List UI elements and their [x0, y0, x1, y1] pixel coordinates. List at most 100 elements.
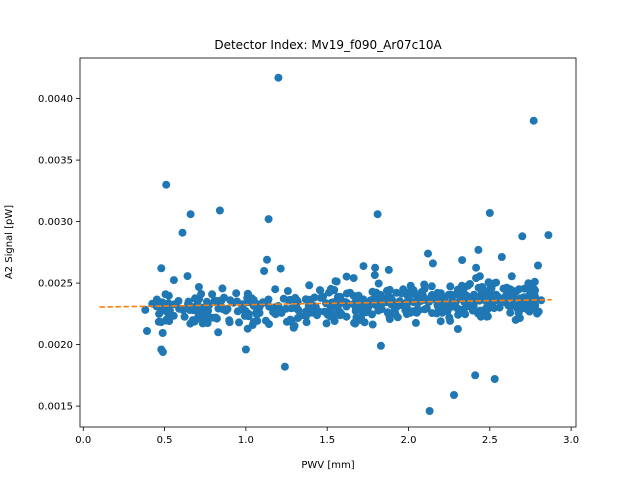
scatter-point	[183, 272, 192, 281]
scatter-point	[165, 309, 174, 318]
scatter-point	[472, 263, 481, 272]
scatter-point	[252, 310, 261, 319]
scatter-point	[359, 262, 368, 271]
scatter-point	[447, 290, 455, 299]
scatter-point	[420, 305, 429, 314]
scatter-point	[188, 316, 197, 325]
scatter-point	[515, 294, 524, 303]
y-axis: 0.0015 0.0020 0.0025 0.0030 0.0035 0.0040	[38, 94, 80, 413]
scatter-point	[283, 287, 292, 295]
scatter-point	[158, 329, 167, 337]
scatter-point	[520, 284, 529, 293]
scatter-point	[450, 391, 458, 399]
scatter-point	[461, 290, 469, 299]
scatter-point	[349, 274, 358, 283]
y-tick-label: 0.0020	[38, 340, 73, 351]
x-tick-label: 2.5	[482, 435, 498, 446]
scatter-point	[203, 319, 212, 328]
scatter-point	[233, 307, 242, 316]
scatter-point	[143, 327, 151, 335]
y-tick-label: 0.0015	[38, 402, 73, 413]
scatter-point	[495, 303, 504, 312]
scatter-point	[264, 215, 273, 224]
scatter-point	[232, 289, 241, 298]
scatter-point	[296, 312, 304, 321]
scatter-point	[243, 289, 252, 298]
x-tick-label: 0.5	[157, 435, 173, 446]
y-tick-label: 0.0030	[38, 217, 73, 228]
scatter-point	[383, 308, 392, 317]
scatter-point	[434, 304, 443, 313]
scatter-point	[315, 307, 323, 316]
scatter-point	[506, 308, 515, 317]
scatter-point	[453, 325, 462, 333]
y-tick-label: 0.0040	[38, 94, 73, 105]
scatter-point	[395, 297, 404, 306]
scatter-point	[170, 300, 179, 309]
scatter-point	[325, 288, 333, 297]
scatter-point	[235, 318, 243, 327]
scatter-point	[481, 295, 490, 304]
scatter-point	[374, 279, 383, 288]
scatter-point	[533, 309, 542, 318]
scatter-point	[263, 255, 271, 264]
chart-title: Detector Index: Mv19_f090_Ar07c10A	[214, 38, 442, 52]
scatter-point	[342, 272, 351, 281]
scatter-point	[473, 295, 482, 304]
scatter-point	[399, 285, 408, 294]
scatter-point	[197, 311, 206, 320]
scatter-point	[534, 261, 542, 270]
scatter-point	[357, 313, 365, 322]
scatter-point	[411, 318, 420, 327]
scatter-point	[413, 290, 422, 299]
scatter-point	[472, 274, 481, 283]
scatter-point	[544, 231, 553, 240]
scatter-point	[485, 209, 494, 217]
scatter-point	[529, 116, 538, 125]
scatter-point	[225, 318, 234, 327]
scatter-point	[383, 286, 391, 295]
scatter-point	[152, 295, 161, 304]
scatter-point	[453, 285, 462, 294]
scatter-point	[373, 210, 382, 219]
scatter-point	[237, 300, 246, 309]
scatter-point	[155, 309, 164, 318]
scatter-point	[446, 282, 455, 291]
scatter-point	[403, 291, 412, 300]
scatter-point	[276, 264, 285, 273]
scatter-point	[454, 310, 463, 319]
scatter-point	[463, 281, 472, 290]
scatter-point	[291, 293, 300, 302]
scatter-point	[427, 282, 436, 291]
scatter-point	[179, 306, 187, 315]
scatter-point	[436, 317, 445, 326]
x-tick-label: 1.0	[238, 435, 254, 446]
y-tick-label: 0.0035	[38, 156, 73, 167]
x-tick-label: 1.5	[319, 435, 335, 446]
scatter-point	[197, 290, 206, 298]
scatter-point	[242, 307, 251, 316]
scatter-point	[141, 305, 150, 314]
scatter-point	[218, 305, 227, 314]
scatter-point	[253, 316, 262, 325]
scatter-point	[315, 286, 324, 295]
scatter-point	[507, 272, 516, 281]
scatter-point	[424, 249, 432, 258]
scatter-point	[319, 292, 328, 301]
scatter-point	[393, 313, 402, 322]
scatter-point	[518, 304, 527, 313]
scatter-point	[158, 348, 167, 356]
fit-line	[99, 298, 552, 308]
scatter-point	[528, 303, 537, 312]
scatter-point	[502, 291, 511, 300]
scatter-point	[477, 306, 486, 315]
scatter-point	[490, 375, 499, 383]
x-axis-label: PWV [mm]	[301, 460, 354, 471]
scatter-point	[458, 256, 467, 265]
scatter-point	[499, 284, 508, 293]
scatter-point	[249, 295, 258, 304]
scatter-point	[358, 302, 366, 311]
scatter-point	[287, 304, 296, 313]
scatter-point	[194, 283, 203, 291]
